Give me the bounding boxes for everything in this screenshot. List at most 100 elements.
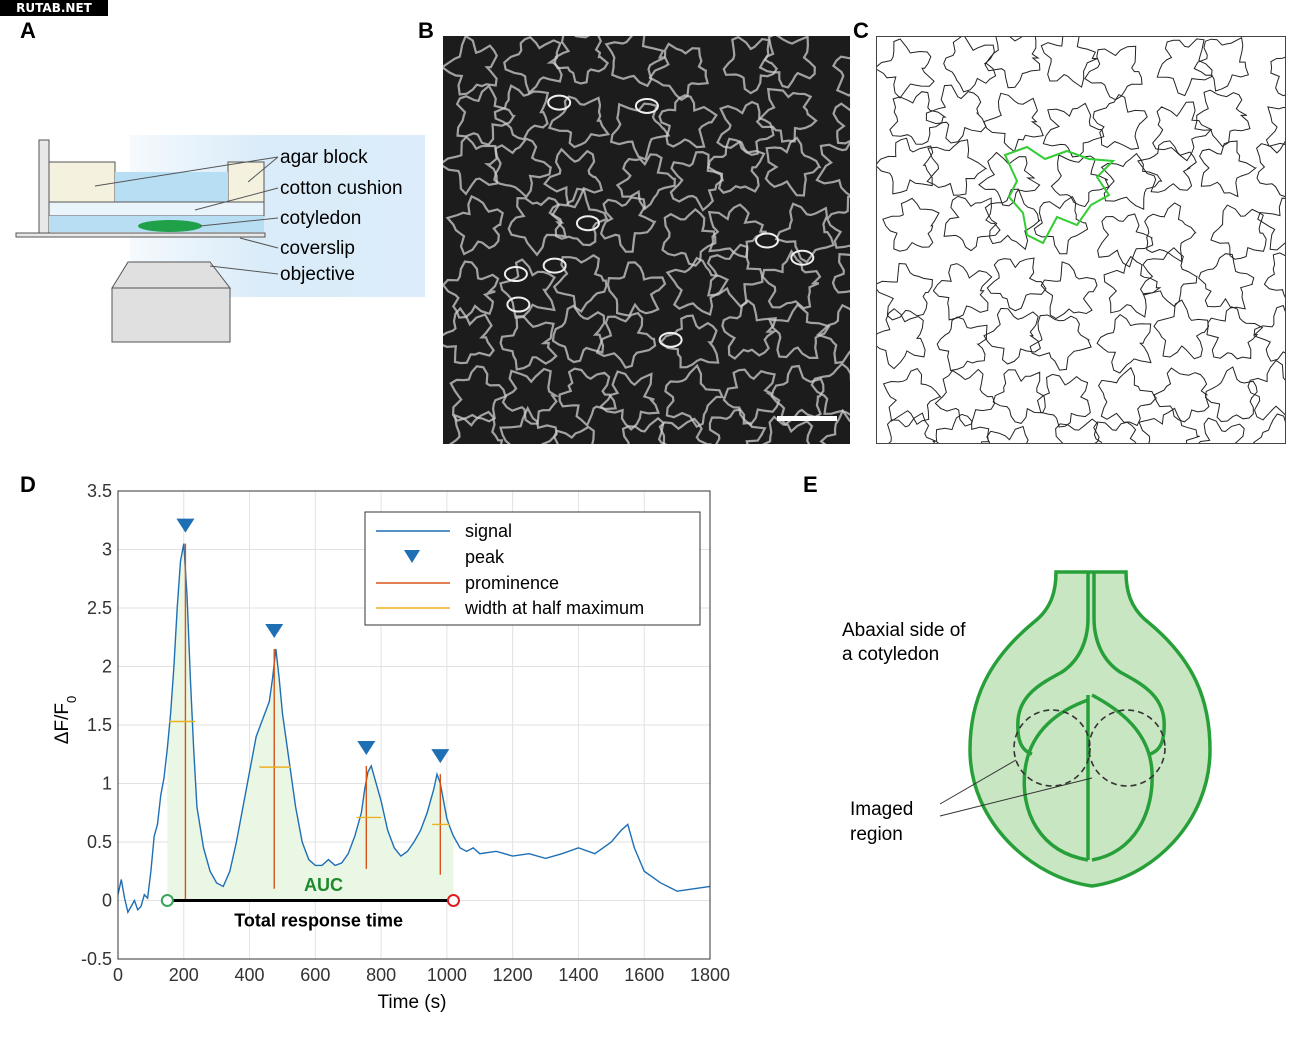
x-tick-label: 800 — [366, 965, 396, 985]
chart-legend: signal peak prominence width at half max… — [364, 511, 701, 626]
panel-label-d: D — [20, 472, 36, 497]
cell-outline — [604, 36, 666, 88]
cell-outline — [501, 367, 560, 425]
legend-peak: peak — [465, 547, 505, 567]
panel-label-e: E — [803, 472, 818, 497]
segmented-cell — [932, 263, 993, 321]
segmented-cell — [943, 37, 997, 93]
segmented-cell — [983, 307, 1041, 365]
segmented-cell — [1040, 261, 1098, 320]
cell-outline — [553, 36, 610, 85]
signal-line — [117, 543, 711, 915]
x-tick-label: 1800 — [690, 965, 730, 985]
cell-outline — [761, 415, 814, 444]
cell-outline — [761, 249, 822, 310]
x-axis-label: Time (s) — [378, 992, 447, 1013]
cell-outline — [443, 306, 495, 365]
x-tick-label: 1200 — [493, 965, 533, 985]
abaxial-label-line2: a cotyledon — [842, 644, 939, 665]
segmented-cell — [1036, 373, 1091, 428]
cotton-cushion — [48, 201, 265, 217]
segmented-cell — [1137, 140, 1197, 193]
cell-outline — [558, 367, 617, 428]
response-end-marker — [446, 894, 460, 907]
imaged-region-right — [1088, 709, 1166, 787]
segmented-cell — [978, 151, 1041, 207]
cell-outline — [493, 137, 553, 199]
cell-outline — [499, 405, 558, 444]
stomata — [658, 331, 683, 348]
segmented-cell — [1257, 197, 1285, 251]
micrograph-cells — [443, 36, 850, 444]
cell-outline — [503, 36, 563, 95]
segmented-cell — [1138, 407, 1200, 443]
stomata — [506, 296, 531, 313]
cell-outline — [815, 303, 850, 365]
segmented-cell — [1093, 421, 1137, 443]
vein-left — [1016, 572, 1090, 756]
segmented-cell — [943, 195, 1001, 252]
cell-outline — [658, 94, 718, 149]
watermark: RUTAB.NET — [0, 0, 108, 16]
segmented-cell — [1144, 202, 1197, 263]
cell-outline — [707, 203, 767, 259]
segmented-cell — [889, 91, 947, 145]
segmented-cell — [1247, 359, 1285, 421]
cell-outline — [445, 194, 504, 256]
total-response-label: Total response time — [234, 911, 403, 931]
cell-outline — [826, 195, 850, 249]
segmented-cell — [882, 367, 942, 426]
highlighted-cell — [1003, 145, 1116, 245]
segmented-cell — [926, 139, 988, 196]
segmented-cell — [1265, 106, 1285, 147]
segmented-cell — [1096, 313, 1152, 374]
leader-imaged-left — [939, 759, 1017, 805]
segmentation-outlines — [877, 37, 1285, 443]
holder-wall — [38, 139, 50, 236]
leader-objective — [209, 265, 279, 275]
cell-outline — [552, 425, 595, 444]
label-coverslip: coverslip — [280, 238, 355, 259]
panel-label-c: C — [853, 18, 869, 43]
imaged-label-line2: region — [850, 824, 903, 845]
segmented-cell — [1263, 252, 1285, 298]
imaging-setup-diagram: agar block cotton cushion cotyledon cove… — [15, 135, 425, 343]
legend-peak-swatch — [404, 550, 420, 563]
segmented-cell — [877, 262, 933, 321]
stomata — [547, 94, 572, 111]
stomata — [503, 266, 528, 283]
cell-outline — [443, 260, 500, 319]
cell-outline — [831, 253, 850, 294]
cell-outline — [819, 408, 850, 444]
segmented-cell — [886, 412, 937, 443]
response-start-marker — [160, 894, 174, 907]
x-tick-label: 1600 — [624, 965, 664, 985]
segmented-cell — [1050, 154, 1110, 208]
segmented-cell — [984, 188, 1042, 251]
segmented-cell — [934, 368, 996, 427]
cell-outline — [609, 102, 671, 161]
cell-outline — [493, 84, 550, 141]
cell-outline — [658, 417, 712, 444]
segmented-cell — [1193, 37, 1250, 92]
cell-outline — [755, 87, 818, 143]
cell-outline — [722, 36, 779, 95]
cell-outline — [764, 136, 822, 197]
cell-outline — [770, 364, 825, 426]
vein-right — [1092, 572, 1166, 756]
cell-outline — [507, 196, 567, 257]
segmented-cell — [1194, 89, 1251, 148]
cell-outline — [455, 84, 516, 146]
cell-outline — [606, 261, 667, 317]
cell-outline — [774, 202, 835, 264]
cell-outline — [664, 363, 725, 429]
x-tick-label: 600 — [300, 965, 330, 985]
cell-outline — [661, 207, 717, 267]
segmented-cell — [1103, 255, 1162, 318]
segmented-cell — [1152, 101, 1213, 162]
cell-outline — [499, 315, 558, 371]
panel-label-b: B — [418, 18, 434, 43]
segmented-cell — [1097, 213, 1154, 268]
y-tick-label: 2.5 — [87, 598, 112, 618]
y-tick-label: 2 — [102, 657, 112, 677]
